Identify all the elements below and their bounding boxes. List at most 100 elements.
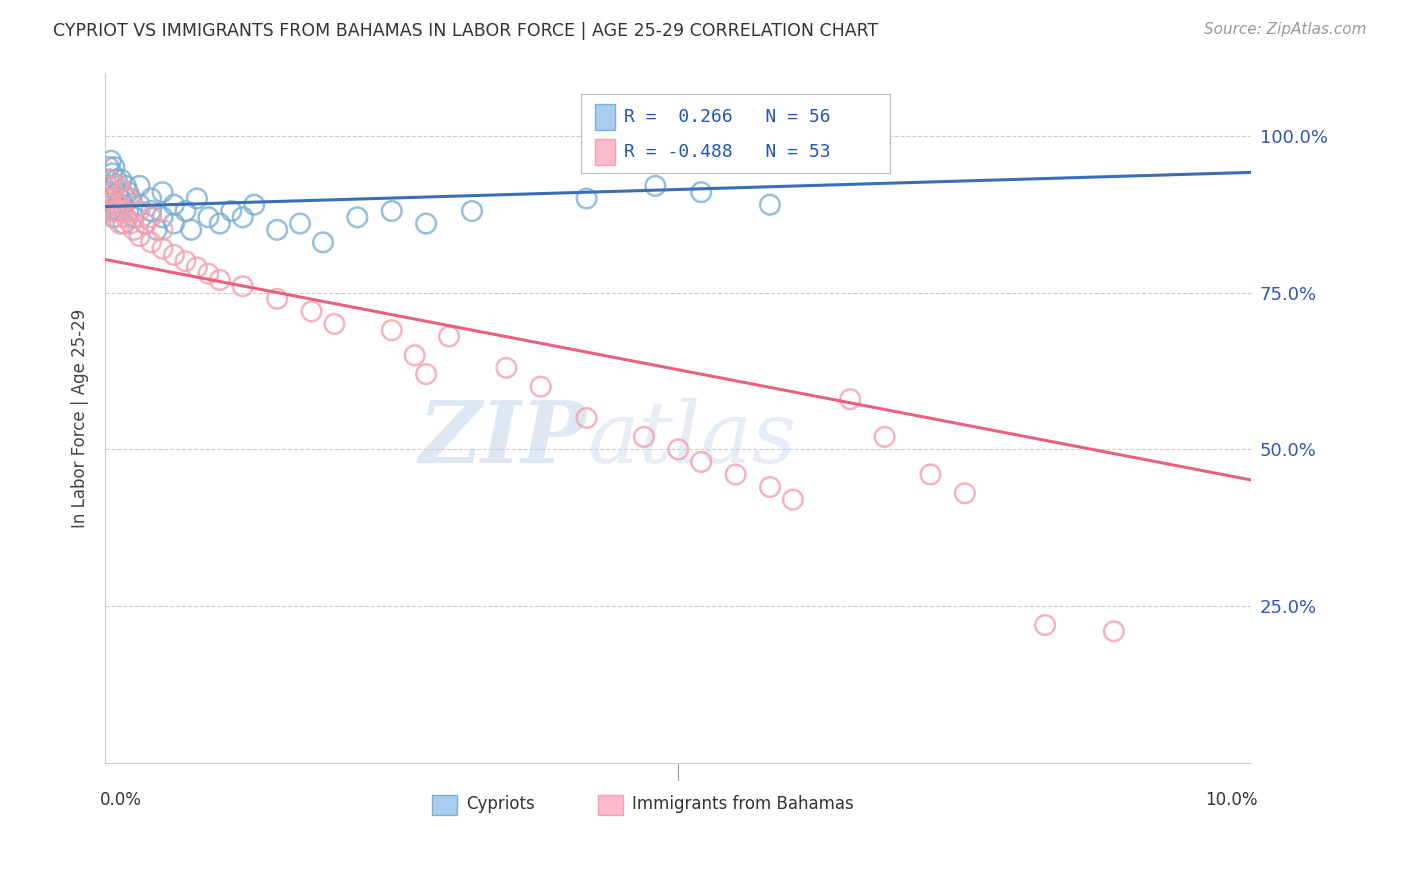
Point <box>301 304 323 318</box>
Point <box>128 204 150 219</box>
Point <box>759 480 782 494</box>
Point <box>461 204 484 219</box>
Bar <box>595 138 616 165</box>
Point <box>381 323 404 337</box>
Point <box>953 486 976 500</box>
Point <box>575 191 598 205</box>
FancyBboxPatch shape <box>581 94 890 173</box>
Point <box>724 467 747 482</box>
Point <box>208 273 231 287</box>
Point <box>323 317 346 331</box>
Point <box>1033 618 1056 632</box>
Point <box>346 211 368 225</box>
Point <box>107 185 129 199</box>
Point <box>644 178 666 193</box>
Point <box>111 185 134 199</box>
Point <box>152 223 174 237</box>
Point <box>415 217 437 231</box>
Point <box>134 217 156 231</box>
Point <box>1102 624 1125 639</box>
Point <box>152 242 174 256</box>
Point <box>108 198 131 212</box>
Point <box>120 217 142 231</box>
Point <box>163 248 186 262</box>
Point <box>103 191 125 205</box>
Point <box>104 211 127 225</box>
Point <box>530 379 553 393</box>
Point <box>108 217 131 231</box>
Y-axis label: In Labor Force | Age 25-29: In Labor Force | Age 25-29 <box>72 309 89 528</box>
Point <box>633 430 655 444</box>
Point <box>104 204 127 219</box>
Point <box>115 178 138 193</box>
Point <box>381 204 404 219</box>
Point <box>108 204 131 219</box>
Point <box>782 492 804 507</box>
Point <box>152 211 174 225</box>
Text: Source: ZipAtlas.com: Source: ZipAtlas.com <box>1204 22 1367 37</box>
Point <box>666 442 689 457</box>
Point <box>122 211 145 225</box>
Point <box>312 235 335 250</box>
Point <box>839 392 862 407</box>
Point <box>105 172 128 186</box>
Point <box>495 360 517 375</box>
Point <box>105 178 128 193</box>
Point <box>920 467 942 482</box>
Point <box>101 198 124 212</box>
Point <box>266 292 288 306</box>
Text: Immigrants from Bahamas: Immigrants from Bahamas <box>633 796 855 814</box>
Point <box>197 211 219 225</box>
Point <box>152 185 174 199</box>
Point <box>139 211 162 225</box>
Point <box>100 185 122 199</box>
Point <box>221 204 243 219</box>
Point <box>103 191 125 205</box>
Point <box>128 229 150 244</box>
Text: CYPRIOT VS IMMIGRANTS FROM BAHAMAS IN LABOR FORCE | AGE 25-29 CORRELATION CHART: CYPRIOT VS IMMIGRANTS FROM BAHAMAS IN LA… <box>53 22 879 40</box>
Bar <box>432 796 457 814</box>
Point <box>103 178 125 193</box>
Point <box>108 191 131 205</box>
Point <box>105 198 128 212</box>
Point <box>110 172 132 186</box>
Point <box>186 260 208 275</box>
Point <box>208 217 231 231</box>
Point <box>103 160 125 174</box>
Point <box>97 160 120 174</box>
Point <box>101 185 124 199</box>
Point <box>186 191 208 205</box>
Point <box>873 430 896 444</box>
Point <box>97 191 120 205</box>
Point <box>112 217 135 231</box>
Point <box>97 191 120 205</box>
Point <box>197 267 219 281</box>
Point <box>174 204 197 219</box>
Point <box>415 367 437 381</box>
Point <box>100 153 122 168</box>
Point <box>266 223 288 237</box>
Point <box>243 198 266 212</box>
Point <box>96 178 118 193</box>
Point <box>128 178 150 193</box>
Text: Cypriots: Cypriots <box>467 796 536 814</box>
Point <box>232 279 254 293</box>
Bar <box>598 796 623 814</box>
Point <box>117 204 139 219</box>
Point <box>232 211 254 225</box>
Point <box>180 223 202 237</box>
Point <box>112 204 135 219</box>
Point <box>128 198 150 212</box>
Text: atlas: atlas <box>586 397 796 480</box>
Point <box>98 172 121 186</box>
Point <box>122 223 145 237</box>
Point <box>575 411 598 425</box>
Text: R = -0.488   N = 53: R = -0.488 N = 53 <box>624 143 831 161</box>
Point <box>146 223 169 237</box>
Point <box>174 254 197 268</box>
Point <box>103 211 125 225</box>
Point <box>690 185 713 199</box>
Bar <box>595 104 616 130</box>
Point <box>288 217 311 231</box>
Point <box>117 191 139 205</box>
